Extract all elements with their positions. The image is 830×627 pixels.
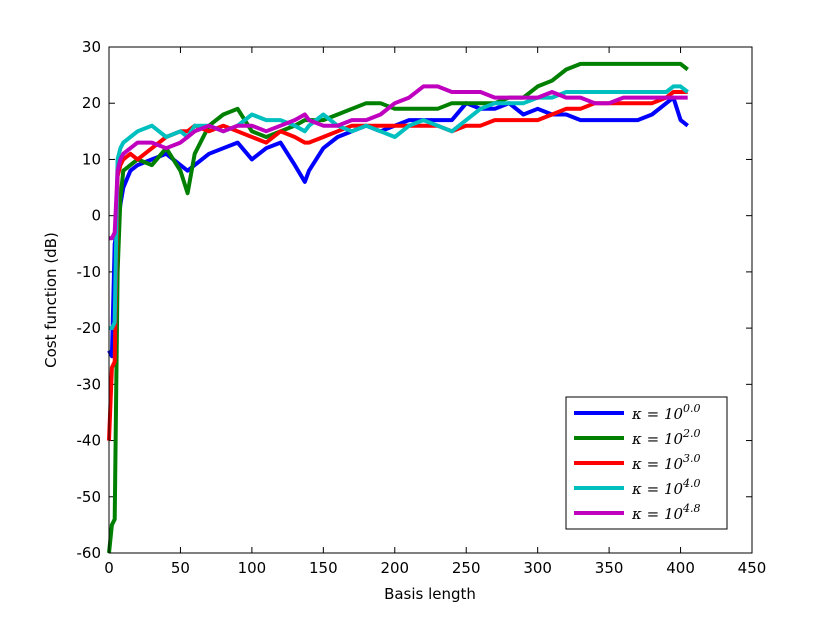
data-line — [107, 61, 689, 554]
y-axis-label: Cost function (dB) — [42, 232, 60, 368]
y-tick-label: 20 — [82, 94, 101, 112]
x-tick-label: 150 — [309, 559, 338, 577]
x-tick-label: 350 — [595, 559, 624, 577]
x-tick-label: 100 — [238, 559, 267, 577]
x-tick-label: 400 — [666, 559, 695, 577]
y-tick-label: 10 — [82, 150, 101, 168]
data-line — [109, 84, 689, 331]
plot-frame — [108, 46, 753, 554]
legend-label: κ = 102.0 — [631, 427, 701, 448]
y-tick-label: -10 — [77, 263, 102, 281]
legend-label: κ = 103.0 — [631, 452, 701, 473]
y-tick-label: -40 — [77, 432, 102, 450]
x-tick-label: 250 — [452, 559, 481, 577]
legend-label: κ = 100.0 — [631, 402, 701, 423]
data-line — [109, 84, 688, 241]
x-tick-label: 50 — [171, 559, 190, 577]
x-tick-label: 300 — [523, 559, 552, 577]
x-tick-label: 0 — [104, 559, 114, 577]
y-tick-label: -50 — [77, 488, 102, 506]
y-tick-label: -60 — [77, 544, 102, 562]
x-tick-label: 200 — [380, 559, 409, 577]
y-tick-label: 0 — [91, 207, 101, 225]
legend-label: κ = 104.0 — [631, 477, 701, 498]
x-axis-label: Basis length — [384, 585, 476, 603]
y-tick-label: -20 — [77, 319, 102, 337]
y-tick-label: 30 — [82, 38, 101, 56]
y-tick-label: -30 — [77, 375, 102, 393]
x-tick-label: 450 — [738, 559, 767, 577]
legend-label: κ = 104.8 — [631, 502, 701, 523]
